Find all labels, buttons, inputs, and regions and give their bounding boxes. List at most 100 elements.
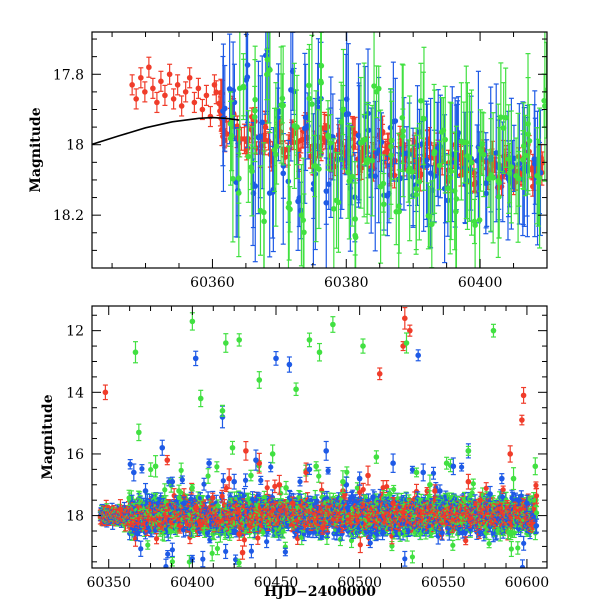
data-point <box>193 351 199 365</box>
data-point <box>208 107 214 127</box>
data-point <box>466 446 472 455</box>
data-point <box>270 445 276 463</box>
data-point <box>450 540 455 550</box>
data-point <box>220 405 226 416</box>
data-point <box>167 64 173 84</box>
data-point <box>487 540 492 548</box>
data-point <box>243 442 249 461</box>
data-point <box>201 478 206 490</box>
data-point <box>377 368 383 380</box>
data-point <box>170 543 175 556</box>
data-point <box>472 199 478 243</box>
model-curve <box>92 118 239 145</box>
data-point <box>258 476 263 484</box>
data-point <box>499 474 505 484</box>
data-point <box>206 459 212 467</box>
data-point <box>148 463 153 476</box>
data-point <box>390 454 396 472</box>
data-point <box>466 474 472 489</box>
x-tick-label: 60350 <box>86 575 131 591</box>
data-point <box>221 474 226 488</box>
data-point <box>431 467 436 479</box>
data-point <box>448 103 454 239</box>
data-point <box>265 481 270 495</box>
data-point <box>164 456 170 465</box>
data-point <box>214 462 219 472</box>
y-tick-label: 18.2 <box>53 208 84 224</box>
data-point <box>175 75 181 95</box>
data-point <box>511 468 517 490</box>
data-point <box>163 559 168 574</box>
data-point <box>532 458 538 475</box>
data-point <box>256 372 262 389</box>
data-point <box>283 482 289 495</box>
data-point <box>323 441 329 460</box>
data-point <box>361 63 367 217</box>
data-point <box>519 415 525 425</box>
data-point <box>280 74 286 123</box>
data-point <box>410 551 415 563</box>
data-point <box>179 463 184 477</box>
data-point <box>287 357 293 372</box>
data-point <box>509 542 514 557</box>
data-point <box>249 545 254 558</box>
data-point <box>407 325 413 336</box>
data-point <box>146 57 152 77</box>
data-point <box>293 383 299 395</box>
data-point <box>283 548 288 555</box>
data-point <box>190 313 196 330</box>
x-tick-label: 60380 <box>324 275 369 291</box>
data-point <box>136 424 142 440</box>
data-point <box>415 350 421 361</box>
data-point <box>521 388 527 404</box>
data-point <box>171 89 177 109</box>
data-point <box>150 78 156 98</box>
data-point <box>198 390 204 406</box>
y-tick-label: 17.8 <box>53 67 84 83</box>
data-point <box>142 82 148 102</box>
y-tick-label: 14 <box>66 385 84 401</box>
data-point <box>295 152 301 250</box>
x-tick-label: 60400 <box>170 575 215 591</box>
data-point <box>200 551 205 566</box>
data-point <box>264 536 269 548</box>
bottom-panel-y-axis-label: Magnitude <box>40 394 56 479</box>
data-point <box>515 542 520 554</box>
data-point <box>162 85 168 105</box>
data-point <box>154 533 159 543</box>
data-point <box>210 546 215 561</box>
top-panel-data-layer <box>92 0 549 309</box>
data-point <box>133 89 139 109</box>
data-point <box>358 537 363 553</box>
data-point <box>223 544 228 558</box>
data-point <box>159 440 165 455</box>
data-point <box>396 170 402 253</box>
data-point <box>297 477 302 485</box>
y-tick-label: 16 <box>66 447 84 463</box>
data-point <box>374 451 380 463</box>
data-point <box>133 342 139 363</box>
data-point <box>145 541 150 549</box>
data-point <box>344 467 349 477</box>
data-point <box>459 463 464 471</box>
data-point <box>286 146 292 260</box>
data-point <box>230 441 236 454</box>
data-point <box>303 463 309 482</box>
data-point <box>165 551 170 558</box>
data-point <box>317 344 323 361</box>
data-point <box>365 466 371 485</box>
data-point <box>131 464 137 481</box>
y-tick-label: 12 <box>66 324 84 340</box>
data-point <box>243 474 248 487</box>
data-point <box>273 352 279 366</box>
data-point <box>153 456 159 477</box>
data-point <box>196 78 202 98</box>
bottom-panel-data-layer <box>98 308 539 575</box>
data-point <box>360 339 366 353</box>
data-point <box>521 536 526 550</box>
x-tick-label: 60400 <box>458 275 503 291</box>
x-tick-label: 60360 <box>190 275 235 291</box>
data-point <box>179 96 185 116</box>
